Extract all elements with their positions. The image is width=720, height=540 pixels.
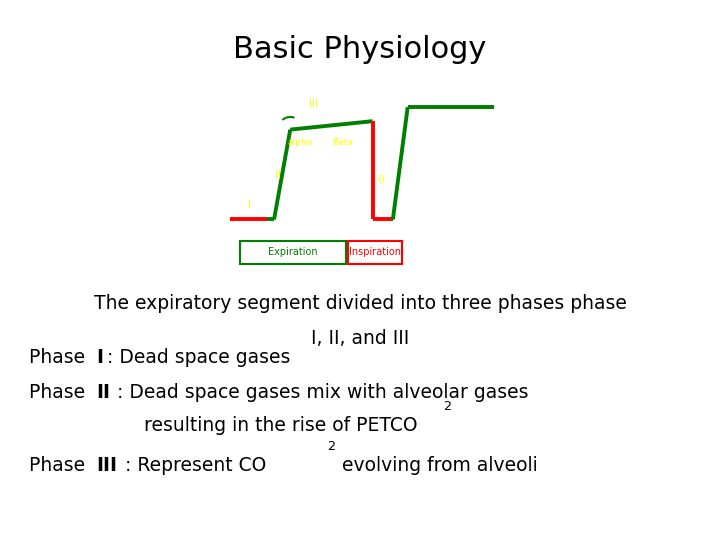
Text: III: III xyxy=(309,98,318,109)
Text: resulting in the rise of PETCO: resulting in the rise of PETCO xyxy=(144,416,418,435)
Bar xyxy=(348,240,402,265)
Text: 2: 2 xyxy=(328,440,336,453)
Text: alpha: alpha xyxy=(287,138,312,147)
Text: II: II xyxy=(275,170,281,180)
Text: II: II xyxy=(96,383,109,402)
Text: III: III xyxy=(96,456,117,475)
Text: Phase: Phase xyxy=(29,348,91,367)
Text: Beta: Beta xyxy=(333,138,354,147)
Text: : Dead space gases mix with alveolar gases: : Dead space gases mix with alveolar gas… xyxy=(117,383,528,402)
Text: : Represent CO: : Represent CO xyxy=(125,456,266,475)
Text: evolving from alveoli: evolving from alveoli xyxy=(336,456,537,475)
Text: I: I xyxy=(248,200,251,210)
Bar xyxy=(240,240,346,265)
Text: Basic Physiology: Basic Physiology xyxy=(233,35,487,64)
Text: Expiration: Expiration xyxy=(268,247,318,258)
Text: : Dead space gases: : Dead space gases xyxy=(107,348,290,367)
Text: I: I xyxy=(96,348,103,367)
Text: I, II, and III: I, II, and III xyxy=(311,329,409,348)
Text: 0: 0 xyxy=(377,175,384,185)
Text: The expiratory segment divided into three phases phase: The expiratory segment divided into thre… xyxy=(94,294,626,313)
Text: Inspiration: Inspiration xyxy=(349,247,401,258)
Text: Phase: Phase xyxy=(29,383,91,402)
Text: 2: 2 xyxy=(443,400,451,413)
Text: Phase: Phase xyxy=(29,456,91,475)
